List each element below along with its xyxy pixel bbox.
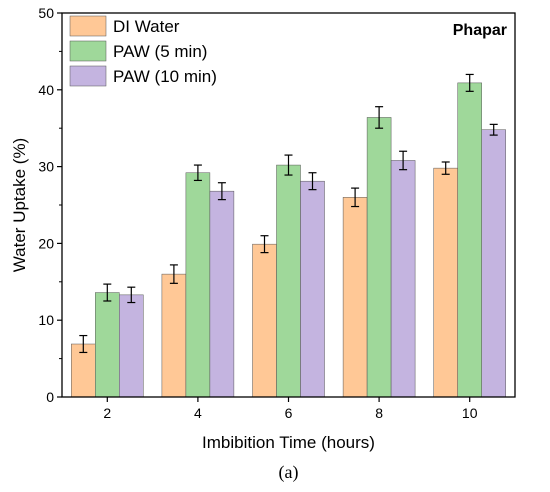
x-axis-title: Imbibition Time (hours) [202, 433, 375, 452]
bar [457, 82, 482, 398]
bar [252, 243, 277, 398]
bar [209, 190, 235, 398]
bar [185, 172, 211, 398]
legend-swatch [69, 15, 107, 37]
y-axis: 0 10 20 30 40 50 [38, 5, 62, 405]
legend-label: DI Water [113, 17, 180, 36]
bar [433, 167, 458, 398]
legend: DI Water PAW (5 min) PAW (10 min) [69, 15, 217, 87]
x-tick-label: 6 [285, 405, 293, 421]
y-tick-label: 10 [38, 312, 54, 328]
bar [300, 180, 325, 398]
legend-swatch [69, 40, 107, 62]
bars-layer [71, 82, 506, 398]
x-tick-label: 10 [462, 405, 478, 421]
error-bars-layer [79, 73, 498, 354]
x-tick-label: 2 [103, 405, 111, 421]
x-axis: 2 4 6 8 10 [103, 397, 478, 421]
figure-caption: (a) [279, 462, 299, 483]
y-tick-label: 0 [46, 389, 54, 405]
bar [276, 164, 301, 398]
y-tick-label: 20 [38, 235, 54, 251]
y-tick-label: 30 [38, 159, 54, 175]
bar [366, 117, 392, 398]
legend-swatch [69, 65, 107, 87]
y-axis-title: Water Uptake (%) [10, 138, 29, 272]
legend-label: PAW (5 min) [113, 42, 207, 61]
x-tick-label: 4 [194, 405, 202, 421]
bar [481, 129, 506, 398]
bar [342, 197, 368, 398]
bar [161, 273, 187, 398]
legend-label: PAW (10 min) [113, 67, 217, 86]
y-tick-label: 50 [38, 5, 54, 21]
x-tick-label: 8 [375, 405, 383, 421]
bar [390, 160, 416, 398]
bar [119, 294, 144, 398]
bar [95, 292, 120, 398]
y-tick-label: 40 [38, 82, 54, 98]
chart-annotation: Phapar [453, 22, 507, 39]
